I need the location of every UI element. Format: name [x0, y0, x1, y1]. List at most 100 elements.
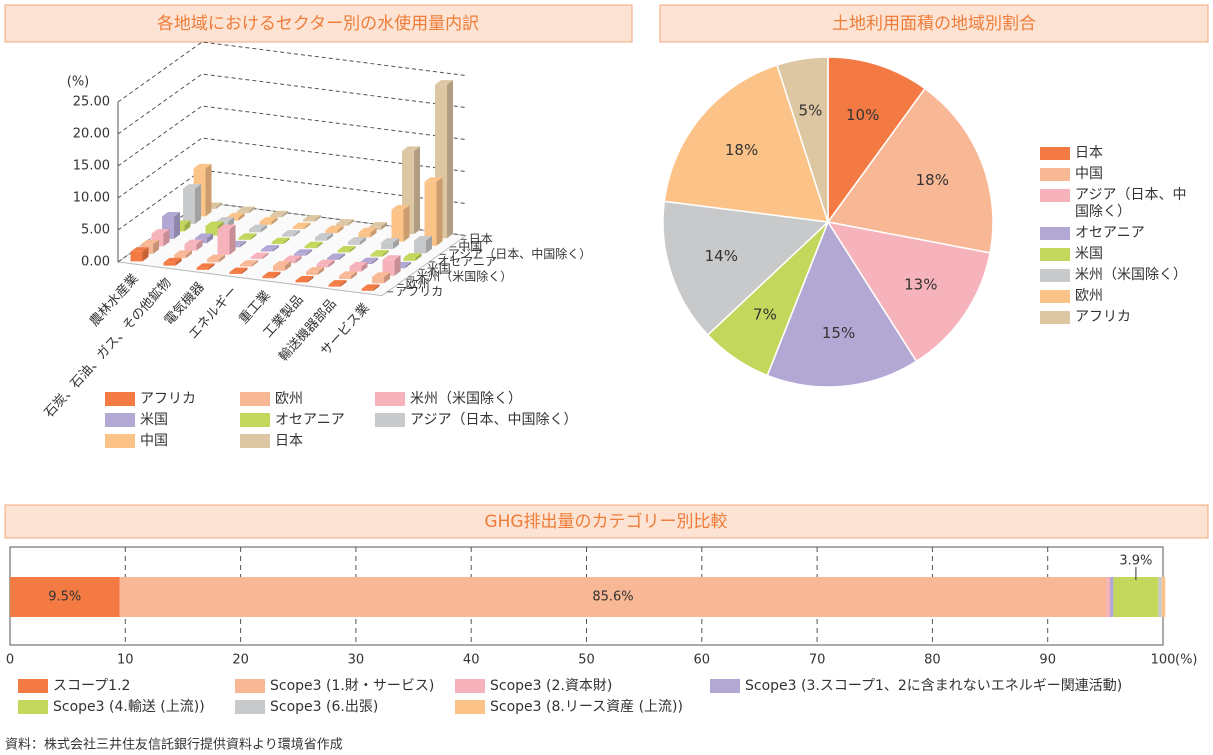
- bar-front: [316, 264, 329, 268]
- bar-side: [219, 254, 226, 263]
- bar-side: [274, 271, 281, 279]
- bar-front: [183, 188, 196, 224]
- bar-side: [238, 212, 245, 221]
- bar-side: [184, 220, 191, 232]
- legend-swatch: [1040, 168, 1070, 181]
- bar: [240, 260, 259, 267]
- y-tick-label: 10.00: [73, 191, 110, 206]
- bar-front: [336, 223, 349, 226]
- pie-slice: [826, 220, 991, 363]
- bar-top: [303, 215, 322, 220]
- bar: [130, 247, 149, 262]
- bar-top: [328, 280, 347, 285]
- bar-front: [259, 221, 272, 225]
- bar-top: [348, 237, 367, 242]
- pie-slice: [662, 200, 830, 337]
- bar-front: [337, 250, 350, 253]
- bar: [151, 229, 170, 247]
- data-label: 85.6%: [592, 590, 633, 605]
- legend-item: 中国: [1040, 166, 1190, 183]
- bar: [403, 253, 422, 261]
- grid-line: [117, 105, 467, 167]
- bar-top: [372, 272, 391, 277]
- x-tick-label: 40: [463, 653, 480, 668]
- legend-label: 欧州: [275, 391, 303, 407]
- bar: [163, 257, 182, 266]
- legend-swatch: [1040, 147, 1070, 160]
- grid-line: [117, 169, 467, 231]
- bar: [261, 245, 280, 252]
- bar-top: [306, 267, 325, 272]
- depth-label: 米州（米国除く）: [416, 268, 512, 283]
- legend-swatch: [105, 413, 135, 427]
- x-tick-label: 80: [924, 653, 941, 668]
- bar-side: [327, 232, 334, 241]
- bar-front: [292, 227, 305, 229]
- bar-side: [436, 177, 443, 246]
- bar: [414, 235, 433, 254]
- legend-label: アフリカ: [1075, 309, 1131, 325]
- legend-swatch: [240, 413, 270, 427]
- legend-label: Scope3 (1.財・サービス): [270, 678, 434, 694]
- pie-slice: [826, 87, 994, 254]
- bar-front: [184, 244, 197, 251]
- legend-label: 米国: [1075, 246, 1103, 262]
- legend-swatch: [240, 434, 270, 448]
- bar: [273, 261, 292, 271]
- bar-side: [186, 250, 193, 259]
- bar-top: [292, 222, 311, 228]
- bar-side: [163, 229, 170, 247]
- bar-top: [193, 163, 212, 169]
- bar: [382, 255, 401, 276]
- bar-side: [216, 202, 223, 209]
- bar-top: [207, 254, 226, 260]
- bar-top: [205, 221, 224, 226]
- legend-label: アジア（日本、中国除く）: [1075, 187, 1187, 220]
- bar-side: [241, 267, 248, 274]
- legend-item: オセアニア: [1040, 225, 1190, 242]
- bar-side: [337, 225, 344, 234]
- bar-side: [304, 222, 311, 229]
- bar: [207, 254, 226, 263]
- bar: [303, 215, 322, 222]
- legend-swatch: [710, 679, 740, 693]
- bar-side: [360, 237, 367, 245]
- bar: [337, 245, 356, 253]
- bar: [327, 253, 346, 260]
- data-label: 15%: [822, 324, 855, 342]
- bar-front: [372, 276, 385, 284]
- bar: [183, 184, 202, 224]
- bar-side: [351, 271, 358, 280]
- bar: [304, 241, 323, 249]
- bar-top: [174, 250, 193, 255]
- depth-label: アフリカ: [395, 284, 443, 298]
- bar: [184, 239, 203, 251]
- bar-top: [360, 257, 379, 263]
- bar-top: [229, 267, 248, 273]
- bar-top: [141, 239, 160, 245]
- bar-front: [205, 225, 218, 236]
- bar-side: [394, 255, 401, 276]
- legend-label: スコープ1.2: [53, 678, 130, 694]
- data-label: 18%: [725, 141, 758, 159]
- bar: [259, 217, 278, 225]
- legend-label: Scope3 (2.資本財): [490, 678, 612, 694]
- legend-label: Scope3 (4.輸送 (上流)): [53, 699, 205, 715]
- bar: [336, 219, 355, 226]
- pie-slice: [766, 220, 918, 388]
- bar-segment: [1113, 577, 1159, 617]
- bar: [174, 250, 193, 259]
- bar-top: [226, 212, 245, 218]
- bar-side: [318, 267, 325, 275]
- depth-label: オセアニア: [437, 254, 497, 268]
- legend-swatch: [235, 679, 265, 693]
- x-tick-label: 重工業: [236, 287, 274, 327]
- bar: [237, 206, 256, 214]
- y-tick-label: 20.00: [73, 127, 110, 142]
- bar: [250, 252, 269, 259]
- bar-side: [195, 184, 202, 224]
- bar-front: [249, 229, 262, 233]
- y-tick-label: 5.00: [81, 223, 110, 238]
- bar: [295, 275, 314, 283]
- bar-front: [229, 272, 242, 274]
